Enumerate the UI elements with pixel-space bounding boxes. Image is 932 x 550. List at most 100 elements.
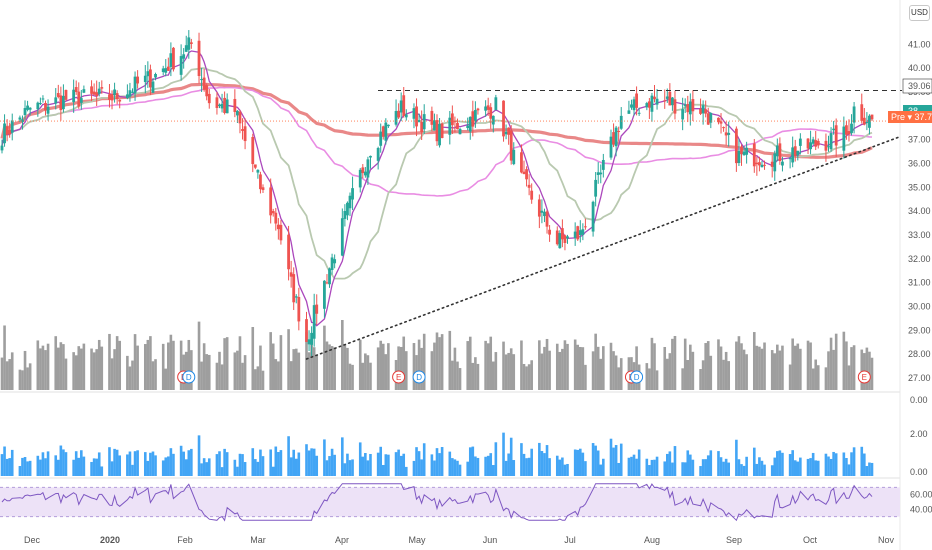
- y-tick-label: 33.00: [908, 230, 931, 240]
- candle-body: [8, 129, 12, 134]
- candle-body: [136, 76, 140, 84]
- volume-bar: [39, 348, 42, 390]
- resistance-label: 39.06: [908, 81, 931, 91]
- volume-bar: [351, 364, 354, 390]
- x-tick-label: Feb: [177, 535, 193, 545]
- volume-pane-bar: [154, 455, 157, 476]
- volume-bar: [596, 346, 600, 390]
- x-tick-label: Aug: [644, 535, 660, 545]
- candle-body: [806, 138, 810, 149]
- volume-pane-bar: [62, 449, 65, 476]
- volume-pane-bar: [0, 454, 4, 476]
- volume-pane-bar: [509, 437, 513, 476]
- candle-body: [41, 98, 45, 100]
- volume-pane-bar: [648, 465, 651, 476]
- candle-body: [384, 122, 388, 141]
- volume-bar: [440, 334, 444, 390]
- candle-body: [276, 224, 280, 230]
- volume-bar: [277, 361, 280, 390]
- volume-bar: [379, 340, 383, 390]
- volume-pane-bar: [358, 442, 362, 476]
- volume-pane-bar: [77, 457, 81, 476]
- volume-bar: [558, 351, 562, 390]
- volume-pane-bar: [824, 453, 828, 476]
- volume-bar: [847, 365, 851, 390]
- volume-pane-bar: [543, 453, 546, 476]
- price-tags: 39.06 38. Pre ▾ 37.78: [888, 78, 932, 123]
- volume-pane-bar: [763, 464, 766, 476]
- volume-pane-bar: [778, 450, 782, 476]
- candle-body: [369, 155, 372, 158]
- candle-body: [834, 125, 838, 146]
- volume-pane-bar: [673, 446, 677, 476]
- volume-pane-bar: [627, 457, 631, 476]
- candle-body: [701, 105, 705, 114]
- volume-pane-bar: [612, 447, 615, 476]
- volume-pane-bar: [502, 432, 505, 476]
- volume-pane-bar: [149, 452, 152, 476]
- volume-pane-bar: [23, 457, 27, 476]
- candle-body: [494, 97, 498, 111]
- candle-body: [376, 147, 380, 161]
- candle-body: [125, 94, 129, 99]
- candle-body: [509, 130, 513, 161]
- grid-lines: [0, 0, 901, 550]
- volume-pane-bar: [223, 448, 226, 476]
- candle-body: [323, 280, 326, 309]
- volume-bar: [366, 355, 370, 390]
- volume-pane-bar: [36, 455, 40, 476]
- candle-body: [215, 97, 219, 108]
- volume-pane-bar: [343, 463, 347, 476]
- volume-bar: [307, 352, 311, 390]
- candle-body: [274, 212, 278, 224]
- volume-y-tick: 2.00: [910, 429, 928, 439]
- volume-bar: [215, 362, 219, 390]
- volume-pane-bar: [758, 457, 761, 476]
- volume-bar: [74, 355, 78, 390]
- volume-bar: [10, 352, 14, 390]
- dividend-marker[interactable]: D: [412, 370, 426, 384]
- volume-pane-bar: [422, 443, 426, 476]
- volume-bar: [287, 329, 290, 390]
- candle-body: [525, 169, 528, 180]
- candle-body: [269, 187, 273, 216]
- candle-body: [796, 150, 800, 156]
- candle-body: [530, 190, 534, 200]
- volume-bar: [538, 340, 541, 390]
- candle-body: [865, 122, 869, 124]
- dividend-marker[interactable]: D: [182, 370, 196, 384]
- volume-y-tick: 0.00: [910, 467, 928, 477]
- volume-pane-bar: [548, 458, 551, 476]
- volume-bar: [54, 336, 58, 390]
- currency-button[interactable]: USD: [909, 5, 930, 21]
- earnings-marker[interactable]: E: [392, 370, 406, 384]
- volume-pane-bar: [476, 457, 480, 476]
- volume-bar: [21, 370, 24, 390]
- volume-bar: [686, 359, 690, 390]
- candle-body: [200, 79, 203, 81]
- volume-bar: [154, 359, 157, 390]
- volume-bar: [223, 338, 226, 390]
- candle-body: [251, 136, 255, 165]
- candle-body: [26, 105, 29, 110]
- volume-pane-bar: [41, 452, 45, 476]
- volume-bar: [44, 350, 47, 390]
- y-tick-label: 27.00: [908, 373, 931, 383]
- event-markers[interactable]: EDEDEDE: [177, 370, 871, 384]
- volume-pane-bar: [686, 450, 690, 476]
- volume-bar: [184, 351, 188, 390]
- earnings-marker[interactable]: E: [857, 370, 871, 384]
- volume-pane-bar: [584, 461, 587, 476]
- volume-bar: [5, 361, 9, 390]
- volume-pane-bar: [520, 443, 523, 476]
- candle-body: [363, 171, 367, 176]
- volume-bar: [717, 339, 720, 390]
- ma-slow-line: [1, 86, 873, 197]
- dividend-marker[interactable]: D: [630, 370, 644, 384]
- volume-pane-bar: [681, 462, 684, 476]
- volume-bar: [466, 341, 470, 390]
- volume-bar: [665, 358, 669, 390]
- event-marker-label: E: [862, 373, 867, 382]
- volume-pane-bar: [28, 460, 32, 476]
